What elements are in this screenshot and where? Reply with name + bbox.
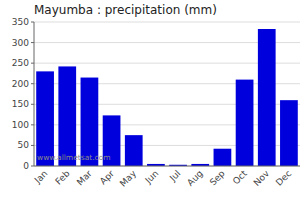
bar (58, 66, 76, 166)
grid-line (34, 22, 300, 23)
x-tick-label: Nov (252, 168, 272, 188)
chart-svg: Mayumba : precipitation (mm) 0 50 100 150 200… (0, 0, 306, 200)
x-tick-label: Aug (185, 168, 205, 188)
chart-container: Mayumba : precipitation (mm) 0 50 100 150 200… (0, 0, 306, 200)
bar (125, 135, 143, 166)
bar (258, 29, 276, 166)
y-tick-label: 300 (12, 38, 29, 48)
y-tick-label: 100 (12, 120, 29, 130)
y-tick-label: 150 (12, 99, 29, 109)
y-tick-label: 50 (18, 140, 30, 150)
x-tick-label: Mar (75, 168, 94, 187)
bar (214, 149, 232, 166)
title: Mayumba : precipitation (mm) (34, 3, 217, 17)
y-tick-label: 200 (12, 79, 29, 89)
x-tick-label: Oct (231, 168, 249, 186)
x-tick-label: May (118, 168, 139, 189)
x-tick-label: Apr (98, 168, 116, 186)
y-tick-label: 250 (12, 58, 29, 68)
bar (280, 100, 298, 166)
bar (236, 80, 254, 166)
y-axis (34, 22, 35, 166)
y-tick-label: 350 (12, 17, 29, 27)
x-tick-label: Sep (208, 168, 227, 187)
bar (36, 71, 54, 166)
y-tick-label: 0 (23, 161, 29, 171)
x-tick-label: Dec (274, 168, 293, 187)
watermark: www.allmetsat.com (37, 153, 111, 162)
x-axis (34, 166, 300, 167)
x-tick-label: Jan (32, 168, 50, 186)
grid-line (34, 166, 300, 167)
x-tick-label: Feb (53, 168, 72, 187)
x-tick-label: Jul (167, 168, 182, 183)
x-tick-label: Jun (143, 168, 161, 186)
bars (36, 29, 298, 166)
